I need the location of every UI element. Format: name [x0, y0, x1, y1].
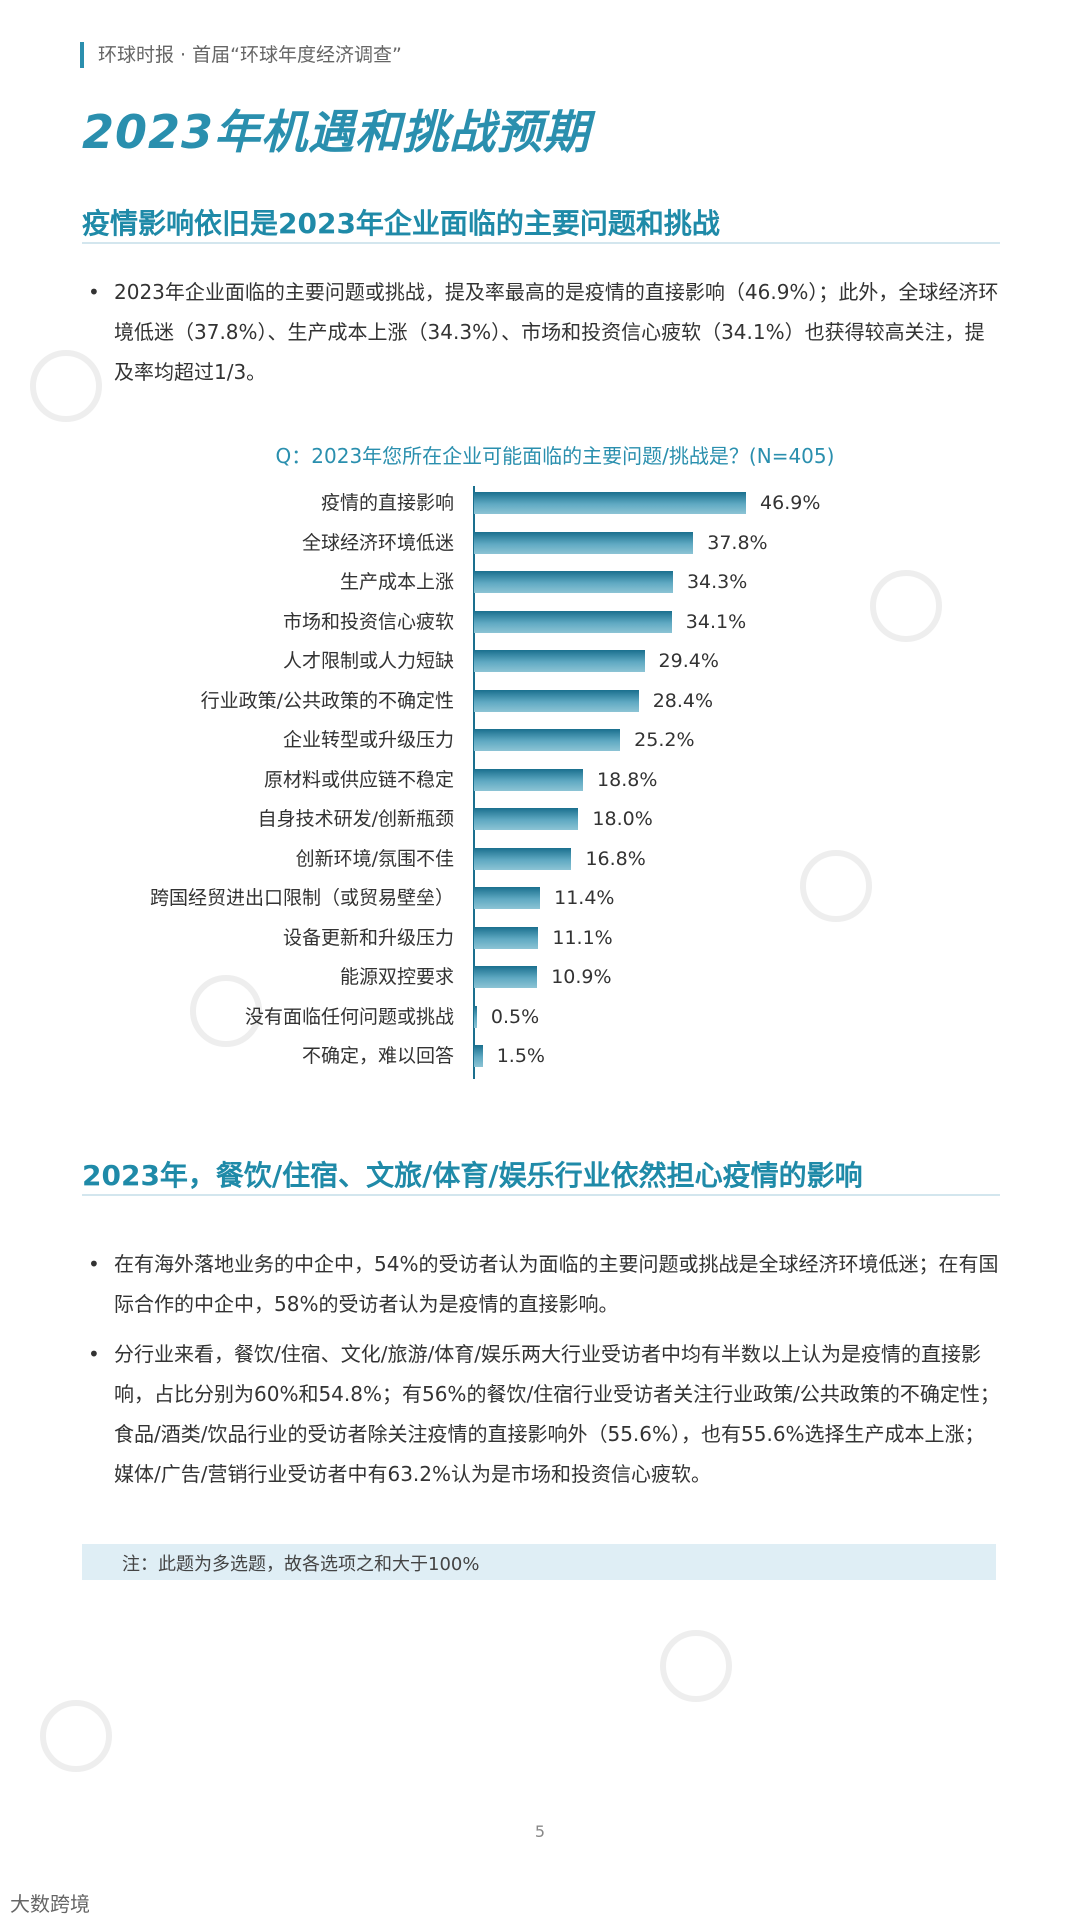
bar-label: 创新环境/氛围不佳 [295, 847, 454, 870]
section2-bullet: • 分行业来看，餐饮/住宿、文化/旅游/体育/娱乐两大行业受访者中均有半数以上认… [82, 1334, 1002, 1494]
note-text: 注：此题为多选题，故各选项之和大于100% [122, 1554, 480, 1575]
section1-bullets: • 2023年企业面临的主要问题或挑战，提及率最高的是疫情的直接影响（46.9%… [82, 272, 1002, 392]
bar-value-label: 18.0% [592, 808, 653, 830]
bar-value-label: 34.3% [686, 571, 748, 593]
section2-bullet: • 在有海外落地业务的中企中，54%的受访者认为面临的主要问题或挑战是全球经济环… [82, 1244, 1002, 1324]
bar-label: 人才限制或人力短缺 [282, 650, 454, 672]
section2-divider [82, 1194, 1000, 1196]
bar [474, 1005, 477, 1028]
section1-divider [82, 242, 1000, 244]
bar-value-label: 16.8% [585, 847, 646, 870]
section1-bullet: • 2023年企业面临的主要问题或挑战，提及率最高的是疫情的直接影响（46.9%… [82, 272, 1002, 392]
bar-label: 能源双控要求 [339, 966, 454, 988]
bar [474, 610, 672, 633]
bar-value-label: 28.4% [652, 689, 714, 712]
bar-value-label: 0.5% [490, 1005, 540, 1028]
section2-bullet-text: 在有海外落地业务的中企中，54%的受访者认为面临的主要问题或挑战是全球经济环境低… [114, 1252, 999, 1316]
section2-bullets: • 在有海外落地业务的中企中，54%的受访者认为面临的主要问题或挑战是全球经济环… [82, 1244, 1002, 1494]
bar [474, 768, 584, 791]
section2-title: 2023年，餐饮/住宿、文旅/体育/娱乐行业依然担心疫情的影响 [82, 1159, 863, 1192]
section2-bullet-text: 分行业来看，餐饮/住宿、文化/旅游/体育/娱乐两大行业受访者中均有半数以上认为是… [114, 1342, 1000, 1486]
report-header: 环球时报 · 首届“环球年度经济调查” [80, 42, 402, 68]
page-title: 2023年机遇和挑战预期 [82, 105, 591, 159]
watermark-logo [870, 570, 942, 642]
bar [474, 808, 579, 830]
bar-label: 疫情的直接影响 [320, 492, 454, 514]
bar-label: 没有面临任何问题或挑战 [244, 1005, 454, 1028]
watermark-logo [190, 975, 262, 1047]
bar [474, 966, 538, 988]
section1-bullet-text: 2023年企业面临的主要问题或挑战，提及率最高的是疫情的直接影响（46.9%）；… [114, 280, 999, 384]
bullet-dot-icon: • [88, 1252, 100, 1276]
bar-label: 企业转型或升级压力 [282, 729, 454, 751]
bar-value-label: 10.9% [551, 966, 612, 988]
bar-value-label: 11.4% [554, 887, 615, 909]
watermark-logo [40, 1700, 112, 1772]
bar-value-label: 46.9% [760, 492, 821, 514]
note-box: 注：此题为多选题，故各选项之和大于100% [82, 1544, 996, 1580]
bar-value-label: 37.8% [707, 531, 768, 554]
bar-value-label: 1.5% [496, 1045, 545, 1067]
bar [474, 689, 639, 712]
bar-label: 行业政策/公共政策的不确定性 [200, 689, 454, 712]
chart-axis [473, 486, 475, 1079]
section1-title: 疫情影响依旧是2023年企业面临的主要问题和挑战 [82, 207, 720, 240]
bar-value-label: 18.8% [597, 768, 658, 791]
bar-value-label: 29.4% [658, 650, 719, 672]
watermark-logo [800, 850, 872, 922]
bar-label: 生产成本上涨 [339, 571, 454, 593]
bar [474, 492, 747, 514]
bar [474, 571, 673, 593]
watermark-logo [660, 1630, 732, 1702]
bar [474, 650, 645, 672]
bar [474, 926, 539, 949]
page-number: 5 [534, 1822, 546, 1841]
bar [474, 847, 572, 870]
bar-label: 设备更新和升级压力 [282, 926, 454, 949]
bar [474, 1045, 483, 1067]
chart-title: Q：2023年您所在企业可能面临的主要问题/挑战是？(N=405) [275, 444, 835, 468]
bar-label: 不确定，难以回答 [301, 1045, 454, 1067]
bar-value-label: 34.1% [685, 610, 747, 633]
bar-label: 市场和投资信心疲软 [282, 610, 454, 633]
bullet-dot-icon: • [88, 280, 100, 304]
bar-label: 自身技术研发/创新瓶颈 [257, 808, 454, 830]
footer-brand: 大数跨境 [10, 1892, 90, 1916]
bar-value-label: 11.1% [552, 926, 613, 949]
bullet-dot-icon: • [88, 1342, 100, 1366]
bar-label: 原材料或供应链不稳定 [263, 768, 454, 791]
bar-label: 全球经济环境低迷 [301, 531, 454, 554]
bar-label: 跨国经贸进出口限制（或贸易壁垒） [149, 887, 454, 909]
bar [474, 531, 694, 554]
bar [474, 887, 541, 909]
bar-value-label: 25.2% [634, 729, 695, 751]
bar [474, 729, 621, 751]
